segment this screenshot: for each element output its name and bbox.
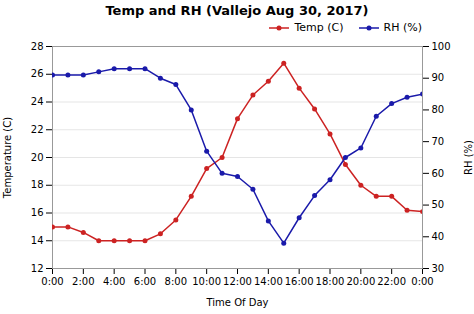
svg-text:100: 100 [432,41,451,52]
svg-text:70: 70 [432,136,445,147]
svg-text:28: 28 [31,41,44,52]
svg-text:18:00: 18:00 [316,276,345,287]
svg-text:90: 90 [432,72,445,83]
svg-text:14:00: 14:00 [254,276,283,287]
svg-text:6:00: 6:00 [134,276,156,287]
svg-text:RH (%): RH (%) [463,140,474,175]
svg-text:22: 22 [31,124,44,135]
svg-text:8:00: 8:00 [165,276,187,287]
html-text:Temp (C): Temp (C) [294,21,344,34]
html-text:RH (%): RH (%) [383,21,422,34]
svg-text:Time Of Day: Time Of Day [206,297,269,308]
svg-text:12:00: 12:00 [223,276,252,287]
svg-text:24: 24 [31,96,44,107]
svg-text:0:00: 0:00 [41,276,63,287]
svg-text:18: 18 [31,179,44,190]
svg-text:20:00: 20:00 [346,276,375,287]
svg-text:4:00: 4:00 [103,276,125,287]
svg-text:2:00: 2:00 [72,276,94,287]
svg-text:16: 16 [31,207,44,218]
svg-text:26: 26 [31,68,44,79]
svg-text:40: 40 [432,231,445,242]
svg-text:60: 60 [432,168,445,179]
svg-text:10:00: 10:00 [192,276,221,287]
svg-text:14: 14 [31,235,44,246]
svg-text:50: 50 [432,199,445,210]
svg-text:20: 20 [31,152,44,163]
svg-text:16:00: 16:00 [285,276,314,287]
svg-text:22:00: 22:00 [377,276,406,287]
svg-text:Temperature (C): Temperature (C) [2,117,13,199]
html-text:Temp and RH (Vallejo Aug 30, 2: Temp and RH (Vallejo Aug 30, 2017) [105,3,369,18]
svg-text:12: 12 [31,263,44,274]
svg-text:80: 80 [432,104,445,115]
svg-text:30: 30 [432,263,445,274]
svg-text:0:00: 0:00 [411,276,433,287]
